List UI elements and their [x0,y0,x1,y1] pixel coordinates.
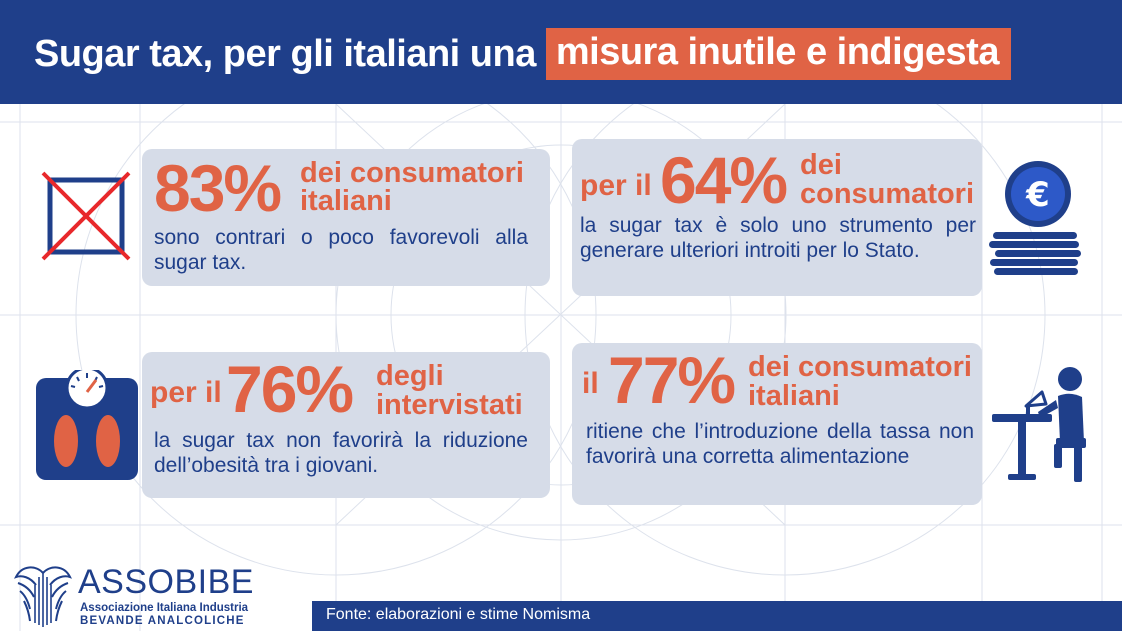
svg-text:€: € [1025,175,1050,215]
euro-coins-icon: € [989,161,1081,275]
person-eating-icon [992,367,1086,482]
stat-lead-line1: dei consumatori [300,157,524,189]
stat-description: la sugar tax non favorirà la riduzione d… [154,429,528,477]
stat-lead-line1: dei [800,149,842,181]
stat-percent: 83% [154,151,282,225]
crossed-box-icon [41,171,131,261]
stat-description: la sugar tax è solo uno strumento per ge… [580,214,976,262]
logo-subtitle-1: Associazione Italiana Industria [80,602,249,614]
stat-percent: 77% [608,343,736,417]
stat-percent: 64% [660,143,788,217]
page-title: Sugar tax, per gli italiani una misura i… [34,28,1011,80]
stat-card-76: per il 76% degli intervistati la sugar t… [142,352,550,498]
assobibe-logo: ASSOBIBE Associazione Italiana Industria… [12,563,312,629]
footer-bar: Fonte: elaborazioni e stime Nomisma [312,601,1122,631]
stat-card-77: il 77% dei consumatori italiani ritiene … [572,343,982,505]
eagle-emblem-icon [14,566,72,627]
logo-name: ASSOBIBE [78,563,254,601]
stat-card-64: per il 64% dei consumatori la sugar tax … [572,139,982,296]
title-plain: Sugar tax, per gli italiani una [34,32,536,75]
stat-lead-line1: dei consumatori [748,351,972,383]
stat-lead-line1: degli [376,360,444,392]
stat-lead-line2: italiani [300,185,392,217]
stat-prefix: per il [150,376,222,409]
header-bar: Sugar tax, per gli italiani una misura i… [0,0,1122,104]
stat-lead-line2: consumatori [800,178,975,210]
stat-lead-line2: italiani [748,380,840,412]
stat-description: ritiene che l’introduzione della tassa n… [586,420,974,468]
stat-description: sono contrari o poco favorevoli alla sug… [154,226,528,274]
source-text: Fonte: elaborazioni e stime Nomisma [326,606,591,623]
stat-card-83: 83% dei consumatori italiani sono contra… [142,149,550,286]
stat-percent: 76% [226,352,354,426]
bathroom-scale-icon [36,370,138,480]
stat-prefix: il [582,367,599,400]
title-highlight: misura inutile e indigesta [545,28,1011,80]
logo-subtitle-2: BEVANDE ANALCOLICHE [80,615,245,627]
stat-prefix: per il [580,169,652,202]
stat-lead-line2: intervistati [376,389,523,421]
